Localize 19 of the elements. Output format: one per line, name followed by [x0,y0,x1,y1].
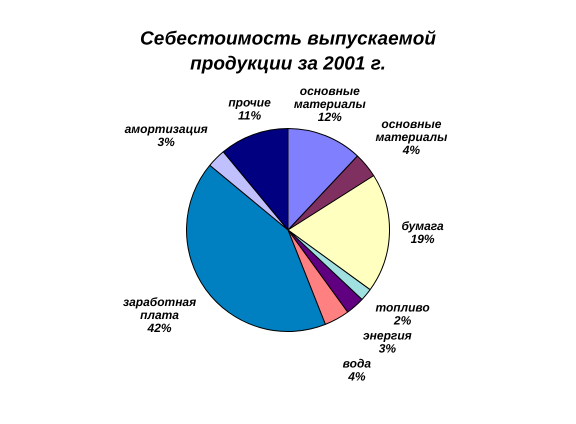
data-label: 19% [410,232,435,246]
slice-label: заработная плата [122,295,196,322]
slice-label: основные материалы [375,116,448,144]
data-label: 4% [347,370,366,384]
slice-label: топливо [375,300,430,315]
slice-label: бумага [401,218,444,233]
slice-label: амортизация [124,122,208,136]
chart-title: Себестоимость выпускаемой продукции за 2001 г. [140,28,436,75]
data-label: 3% [378,342,396,356]
data-label: 2% [392,314,412,328]
data-label: 42% [146,321,172,336]
data-label: 3% [157,135,176,150]
slice-label: основные материалы [294,84,366,111]
data-label: 12% [318,110,342,124]
data-label: 4% [402,142,420,157]
slice-label: энергия [363,328,412,343]
data-label: 11% [238,108,262,123]
slice-label: прочие [228,96,272,110]
slice-label: вода [342,356,372,371]
